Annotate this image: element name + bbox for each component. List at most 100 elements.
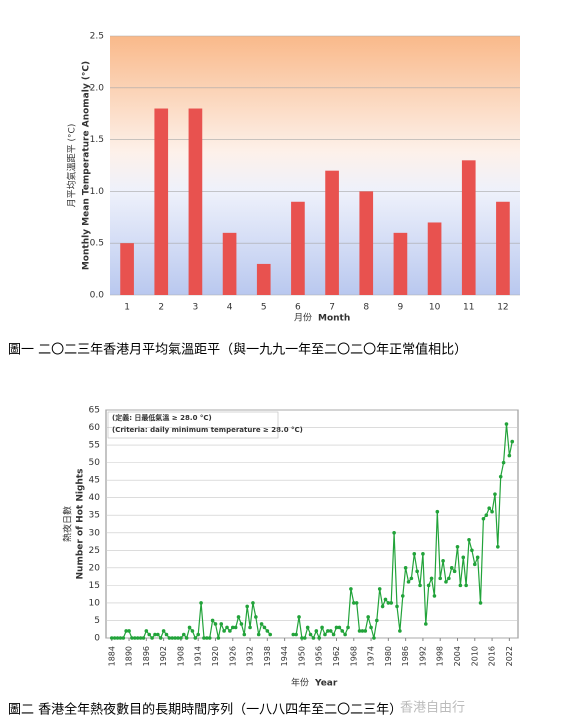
caption: 圖二 香港全年熱夜數目的長期時間序列（一八八四年至二〇二三年） [8, 702, 402, 718]
point [138, 636, 143, 640]
point [121, 636, 126, 640]
point [432, 594, 437, 598]
y-tick-label: 45 [89, 476, 100, 486]
point [464, 583, 468, 588]
point [314, 629, 319, 633]
x-tick-label: 4 [227, 303, 233, 313]
x-tick-label: 1926 [228, 646, 237, 666]
point [363, 629, 368, 633]
y-tick-label: 60 [89, 423, 101, 433]
x-tick-label: 8 [363, 303, 369, 313]
x-axis-label: Month [318, 314, 350, 324]
point [150, 636, 154, 640]
y-tick-label: 0.5 [90, 239, 104, 249]
x-tick-label: 1890 [125, 646, 134, 666]
point [369, 625, 373, 630]
point [228, 629, 232, 633]
point [193, 636, 198, 640]
point [181, 632, 186, 637]
caption: 圖一 二〇二三年香港月平均氣溫距平（與一九九一年至二〇二〇年正常值相比） [8, 342, 467, 358]
x-tick-label: 2022 [505, 646, 514, 666]
x-tick-label: 2016 [488, 646, 497, 666]
point [213, 622, 218, 626]
y-tick-label: 50 [89, 458, 101, 468]
point [386, 601, 391, 605]
y-tick-label: 35 [89, 511, 100, 521]
point [294, 632, 298, 637]
x-tick-label: 7 [329, 303, 335, 313]
point [447, 576, 451, 581]
point [470, 548, 474, 553]
point [449, 566, 454, 570]
point [259, 622, 264, 626]
point [380, 604, 385, 609]
x-tick-label: 1980 [384, 646, 393, 666]
x-tick-label: 1938 [263, 646, 272, 666]
x-axis-label: Year [314, 679, 338, 689]
point [392, 530, 396, 535]
point [256, 632, 261, 637]
point [498, 474, 503, 479]
point [245, 604, 249, 609]
x-tick-label: 1932 [246, 646, 255, 666]
annotation: (定義: 日最低氣溫 ≥ 28.0 °C) [112, 413, 212, 422]
point [176, 636, 180, 640]
x-tick-label: 2 [158, 303, 164, 313]
point [461, 555, 466, 560]
point [135, 636, 140, 640]
bar [359, 191, 374, 295]
point [207, 636, 212, 640]
x-axis-label: 年份 [291, 677, 309, 689]
point [501, 460, 506, 465]
y-tick-label: 25 [89, 546, 100, 556]
x-tick-label: 1956 [315, 646, 324, 666]
point [340, 629, 345, 633]
point [144, 629, 149, 633]
point [507, 453, 512, 458]
point [328, 629, 333, 633]
point [291, 632, 296, 637]
point [205, 636, 209, 640]
bar [291, 201, 305, 295]
point [254, 615, 258, 619]
x-tick-label: 1944 [280, 646, 289, 666]
point [173, 636, 177, 640]
y-axis-label: Number of Hot Nights [76, 469, 86, 580]
y-tick-label: 5 [94, 616, 100, 626]
watermark: 香港自由行 [400, 701, 465, 716]
point [478, 601, 483, 605]
y-tick-label: 0.0 [90, 291, 105, 301]
y-tick-label: 30 [89, 528, 101, 538]
point [190, 629, 195, 633]
point [383, 597, 388, 602]
x-tick-label: 6 [295, 303, 301, 313]
point [216, 636, 221, 640]
point [210, 618, 215, 623]
point [305, 625, 310, 630]
point [426, 583, 431, 588]
y-tick-label: 20 [89, 563, 101, 573]
x-tick-label: 9 [398, 303, 404, 313]
point [311, 636, 316, 640]
point [268, 632, 273, 637]
point [481, 516, 486, 521]
y-tick-label: 10 [89, 598, 101, 608]
point [334, 625, 339, 630]
x-tick-label: 2004 [453, 646, 462, 666]
annotation-box [107, 411, 279, 439]
point [475, 555, 480, 560]
x-tick-label: 1 [124, 303, 130, 313]
point [233, 625, 238, 630]
y-tick-label: 40 [89, 493, 101, 503]
y-tick-label: 15 [89, 581, 100, 591]
point [115, 636, 120, 640]
point [130, 636, 134, 640]
point [118, 636, 123, 640]
bar [222, 232, 237, 295]
point [354, 601, 359, 605]
point [300, 636, 304, 640]
point [251, 601, 255, 605]
point [179, 636, 183, 640]
point [409, 576, 414, 581]
point [297, 615, 301, 619]
